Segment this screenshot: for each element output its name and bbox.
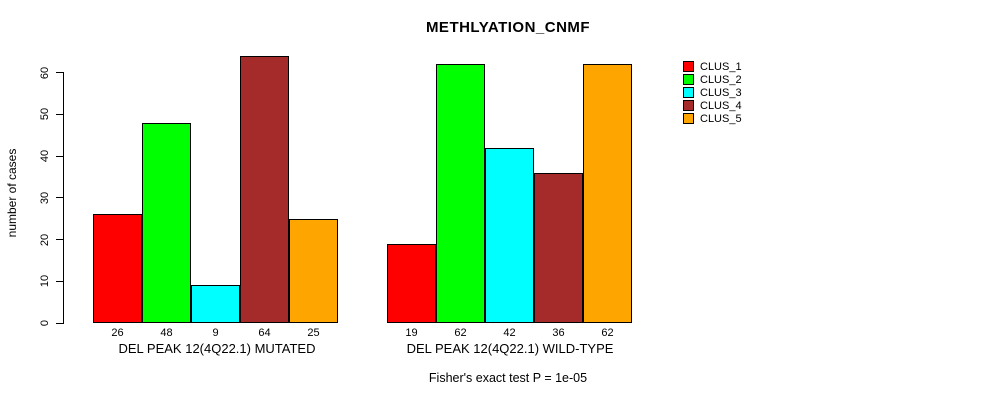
bar-value-label: 36 [552,327,565,339]
x-group-label-wildtype: DEL PEAK 12(4Q22.1) WILD-TYPE [406,341,614,356]
y-tick [56,280,63,282]
bar-value-label: 64 [258,327,271,339]
legend-item: CLUS_5 [683,112,742,125]
bar-clus_3 [191,285,240,323]
legend-item: CLUS_4 [683,99,742,112]
legend-item: CLUS_1 [683,60,742,73]
y-tick [56,72,63,73]
legend-label: CLUS_5 [700,112,742,125]
y-tick [56,322,63,324]
bar-clus_3 [485,147,534,323]
y-tick [56,239,63,240]
y-tick-label: 60 [39,66,51,79]
bar-clus_1 [387,243,436,323]
y-tick [56,197,63,199]
y-tick-label: 50 [39,108,51,121]
bar-clus_4 [240,55,289,323]
y-tick-label: 0 [39,319,51,327]
y-tick [56,113,63,115]
bar-value-label: 62 [601,327,614,339]
bar-value-label: 9 [212,327,219,339]
bar-value-label: 42 [503,327,516,339]
y-tick [56,155,63,157]
bar-clus_5 [583,64,632,323]
legend-label: CLUS_3 [700,86,742,99]
legend-item: CLUS_2 [683,73,742,86]
legend-swatch [683,61,694,72]
bar-clus_2 [436,64,485,323]
legend-swatch [683,87,694,98]
legend-swatch [683,113,694,124]
y-tick-label: 40 [39,149,51,163]
legend-swatch [683,100,694,111]
bar-value-label: 19 [405,327,418,339]
y-tick-label: 20 [39,233,51,246]
bar-clus_2 [142,122,191,323]
y-axis-title: number of cases [5,148,19,238]
y-tick-label: 10 [39,275,51,288]
legend-label: CLUS_1 [700,60,742,73]
bar-value-label: 48 [160,327,173,339]
bar-value-label: 26 [111,327,124,339]
bar-clus_5 [289,218,338,323]
bar-clus_1 [93,214,142,323]
bar-value-label: 62 [454,327,467,339]
legend-swatch [683,74,694,85]
legend: CLUS_1 CLUS_2 CLUS_3 CLUS_4 CLUS_5 [683,60,742,125]
legend-item: CLUS_3 [683,86,742,99]
legend-label: CLUS_4 [700,99,742,112]
y-axis-line [63,72,64,324]
bar-value-label: 25 [307,327,320,339]
legend-label: CLUS_2 [700,73,742,86]
x-group-label-mutated: DEL PEAK 12(4Q22.1) MUTATED [118,341,316,356]
annotation-pvalue: Fisher's exact test P = 1e-05 [428,371,588,385]
y-tick-label: 30 [39,191,51,204]
chart-title: METHLYATION_CNMF [425,19,591,36]
bar-clus_4 [534,172,583,323]
